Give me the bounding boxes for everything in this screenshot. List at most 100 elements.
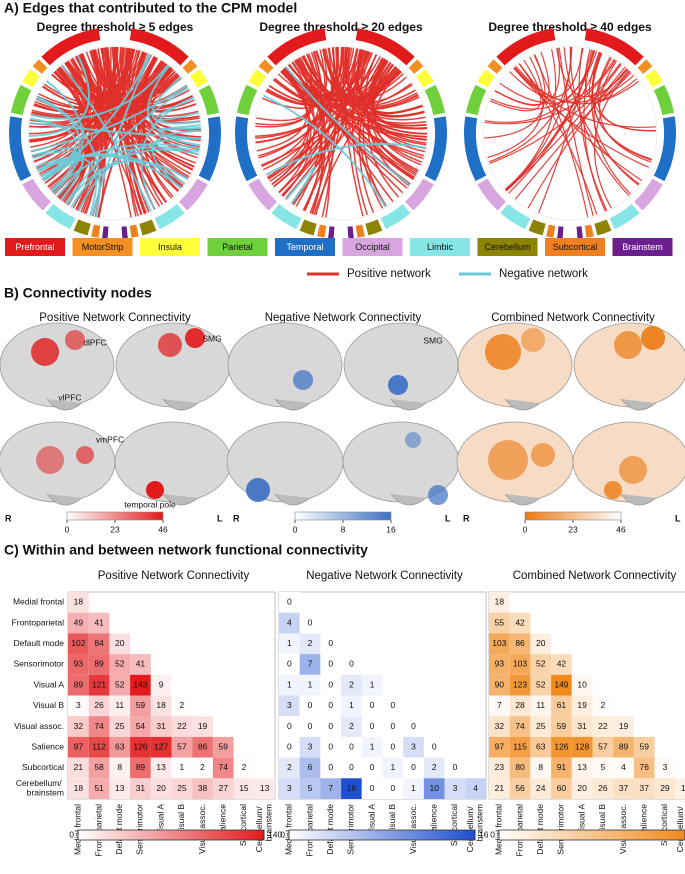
activation [619, 456, 647, 484]
ring-segment [584, 224, 594, 238]
edge [303, 55, 427, 146]
ring-segment [653, 84, 675, 116]
cell-label: 59 [557, 721, 567, 731]
cell-label: 1 [287, 679, 292, 689]
heatmap-cell [299, 716, 321, 737]
edge [63, 47, 106, 203]
heatmap-cell [68, 695, 89, 717]
cell-label: 0 [390, 721, 395, 731]
brain [0, 322, 115, 408]
heatmap-cell [299, 612, 321, 634]
ring-segment [653, 116, 676, 182]
heatmap-cell [279, 633, 300, 655]
heatmap-cell [341, 778, 362, 799]
colorbar [524, 511, 622, 521]
edge [489, 62, 621, 164]
edge [282, 47, 351, 98]
heatmap-cell [654, 778, 676, 799]
cell-label: 0 [349, 659, 354, 669]
heatmap-cell [382, 778, 404, 799]
cell-label: 0 [370, 762, 375, 772]
heatmap-cell [212, 736, 234, 758]
cell-label: 16 [347, 783, 357, 793]
heatmap-cell [130, 695, 151, 717]
activation [604, 481, 622, 499]
cell-label: 121 [92, 679, 106, 689]
cell-label: 18 [495, 597, 505, 607]
cell-label: 41 [136, 659, 146, 669]
heatmap-cell [320, 654, 342, 675]
ring-segment [32, 59, 48, 74]
heatmap-cell [551, 716, 572, 737]
ring-segment [355, 224, 365, 238]
ring-segment [365, 219, 383, 236]
heatmap-cell [279, 654, 300, 675]
edge [514, 68, 628, 200]
cell-label: 26 [598, 783, 608, 793]
edge [271, 49, 326, 185]
cell-label: 127 [154, 742, 168, 752]
cell-label: 0 [432, 742, 437, 752]
cerebellum [390, 398, 427, 411]
heatmap-cell [320, 716, 342, 737]
ring-segment [91, 224, 101, 238]
edge [257, 47, 355, 157]
cerebellum [504, 398, 541, 411]
heatmap-cell [299, 654, 321, 675]
ring-segment [9, 116, 32, 182]
heatmap-cell [192, 716, 213, 737]
column-label: Visual assoc. [618, 804, 628, 854]
cell-label: 74 [515, 721, 525, 731]
cell-label: 60 [557, 783, 567, 793]
cell-label: 24 [536, 783, 546, 793]
activation [185, 328, 205, 348]
edge [58, 67, 189, 179]
edge [494, 47, 560, 106]
heatmap-cell [361, 716, 383, 737]
cell-label: 0 [390, 742, 395, 752]
heatmap-cell [633, 736, 655, 758]
brain [226, 421, 344, 503]
cell-label: 89 [94, 659, 104, 669]
cell-label: 8 [538, 762, 543, 772]
cell-label: 20 [577, 783, 587, 793]
cell-label: 89 [74, 679, 84, 689]
cell-label: 1 [390, 762, 395, 772]
edge [297, 57, 404, 101]
edge [77, 137, 201, 212]
cell-label: 2 [179, 700, 184, 710]
heatmap-cell [571, 736, 593, 758]
cell-label: 41 [94, 617, 104, 627]
column-label: Cerebellum/ brainstem [675, 804, 685, 852]
legend-label: Insula [158, 242, 182, 252]
heatmap-cell [68, 757, 89, 779]
heatmap-cell [171, 757, 193, 779]
heatmap-cell [109, 757, 131, 779]
column-label: Subcortical [449, 804, 459, 846]
edge [505, 50, 595, 191]
heatmap-cell [130, 716, 151, 737]
heatmap-cell [489, 633, 510, 655]
heatmap-cell [530, 695, 552, 717]
heatmap-cell [613, 716, 634, 737]
cell-label: 97 [74, 742, 84, 752]
heatmap-cell [279, 778, 300, 799]
cell-label: 25 [177, 783, 187, 793]
heatmap-cell [571, 778, 593, 799]
heatmap-cell [150, 716, 172, 737]
ring-segment [477, 69, 495, 88]
activation [521, 328, 545, 352]
heatmap-cell [509, 654, 531, 675]
heatmap-cell [68, 654, 89, 675]
colorbar-tick-label: 23 [568, 524, 578, 534]
column-label: Medial frontal [73, 804, 83, 855]
ring-segment [465, 84, 487, 116]
column-label: Visual assoc. [197, 804, 207, 854]
edge [374, 70, 422, 166]
edge [513, 67, 656, 128]
heatmap-cell [279, 612, 300, 634]
ring-segment [464, 116, 487, 182]
edge [367, 58, 412, 105]
cell-label: 59 [640, 742, 650, 752]
edge [262, 50, 367, 171]
